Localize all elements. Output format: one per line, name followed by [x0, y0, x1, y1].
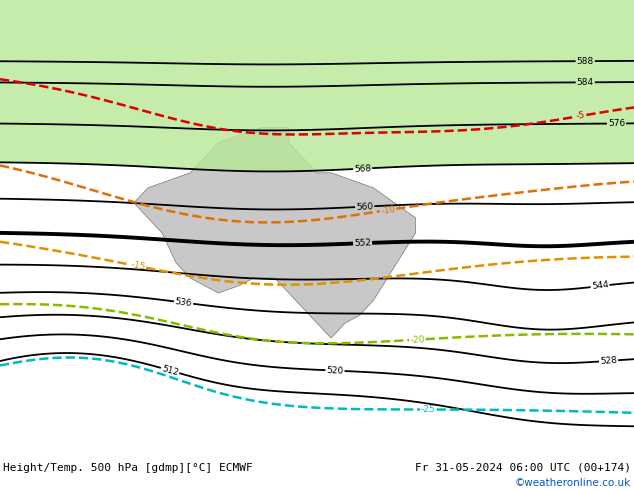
- Text: -15: -15: [130, 260, 146, 272]
- Text: -20: -20: [410, 335, 425, 344]
- Text: -5: -5: [576, 111, 586, 121]
- Text: Fr 31-05-2024 06:00 UTC (00+174): Fr 31-05-2024 06:00 UTC (00+174): [415, 463, 631, 473]
- Text: 544: 544: [591, 281, 609, 292]
- Text: 520: 520: [327, 366, 344, 375]
- Text: ©weatheronline.co.uk: ©weatheronline.co.uk: [515, 478, 631, 488]
- Text: 512: 512: [160, 364, 179, 377]
- Polygon shape: [134, 128, 416, 338]
- Text: 584: 584: [577, 78, 594, 87]
- Text: 560: 560: [356, 202, 373, 212]
- Text: Height/Temp. 500 hPa [gdmp][°C] ECMWF: Height/Temp. 500 hPa [gdmp][°C] ECMWF: [3, 463, 253, 473]
- Text: 576: 576: [608, 119, 625, 128]
- Text: 528: 528: [600, 356, 618, 366]
- Text: -10: -10: [380, 204, 396, 216]
- Text: 568: 568: [354, 164, 372, 173]
- Text: -25: -25: [421, 405, 436, 414]
- Text: 536: 536: [174, 297, 193, 308]
- Text: 588: 588: [576, 56, 594, 66]
- Text: 552: 552: [354, 238, 372, 248]
